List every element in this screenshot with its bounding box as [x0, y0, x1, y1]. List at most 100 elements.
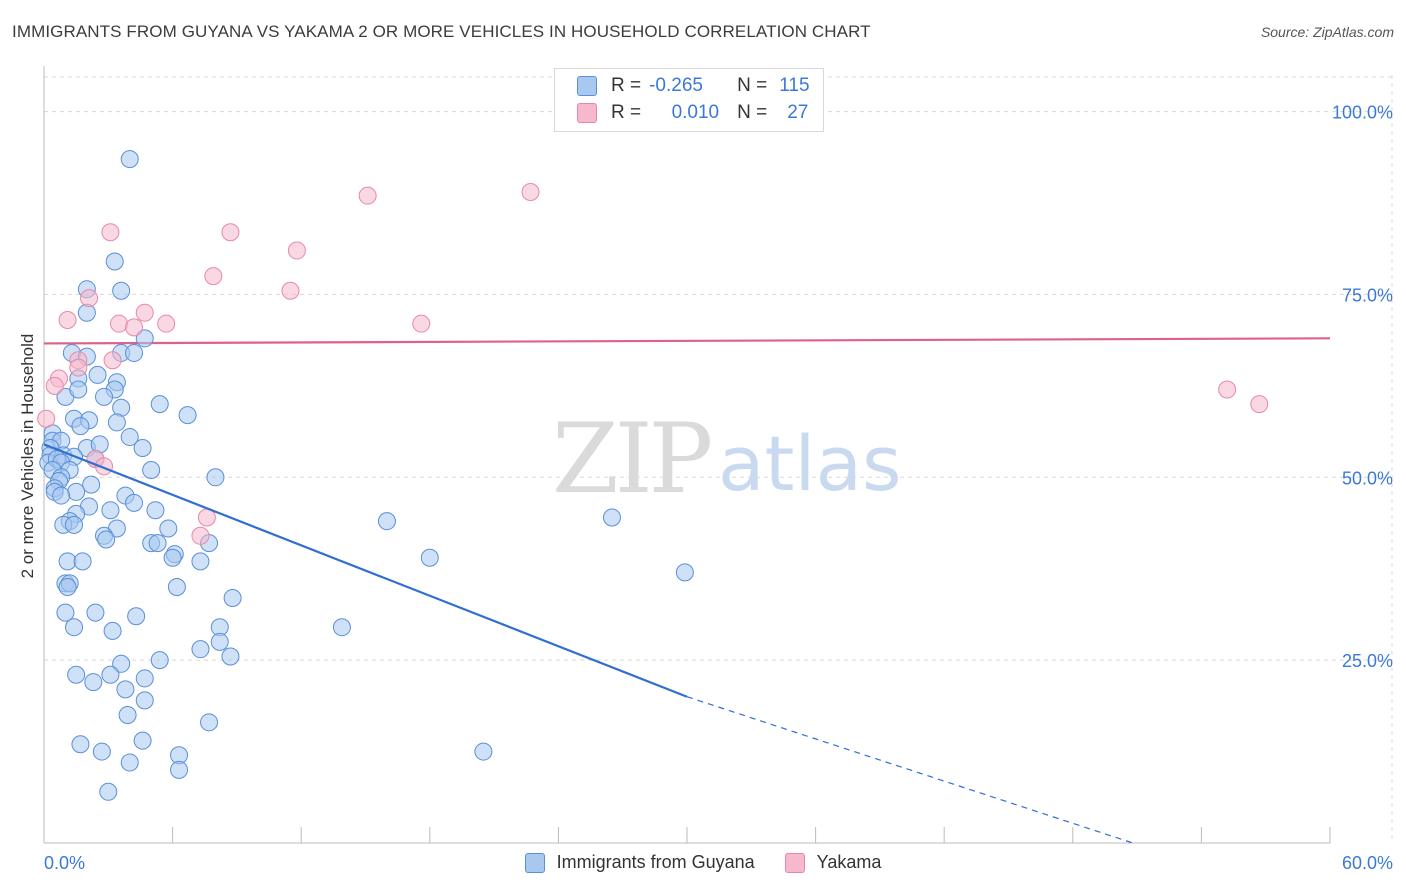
yakama-point: [281, 281, 300, 300]
guyana-point: [135, 691, 154, 710]
legend-item-guyana: Immigrants from Guyana: [524, 852, 755, 873]
guyana-point: [191, 552, 210, 571]
guyana-point: [71, 417, 90, 436]
yakama-trend-solid: [43, 337, 1331, 345]
guyana-point: [112, 654, 131, 673]
guyana-point: [150, 651, 169, 670]
guyana-point: [101, 501, 120, 520]
guyana-point: [142, 460, 161, 479]
yakama-point: [221, 223, 240, 242]
r-value: 0.010: [671, 102, 720, 123]
guyana-legend-label: Immigrants from Guyana: [556, 852, 755, 872]
legend-row-yakama: R = 0.010 N = 27: [577, 101, 808, 125]
x-tick-label: 0.0%: [44, 853, 85, 873]
legend-row-guyana: R = -0.265 N = 115: [577, 74, 810, 98]
yakama-point: [125, 318, 144, 337]
guyana-point: [133, 731, 152, 750]
guyana-point: [69, 380, 88, 399]
stats-legend: R = -0.265 N = 115 R = 0.010 N = 27: [554, 68, 824, 132]
guyana-point: [167, 578, 186, 596]
guyana-point: [71, 735, 90, 754]
guyana-point: [88, 365, 107, 384]
yakama-point: [37, 409, 56, 428]
y-tick-label: 100.0%: [1332, 103, 1393, 123]
guyana-point: [120, 150, 139, 169]
guyana-point: [159, 519, 178, 538]
source-credit: Source: ZipAtlas.com: [1260, 24, 1394, 40]
guyana-point: [133, 439, 152, 458]
guyana-point: [56, 603, 75, 622]
guyana-point: [170, 760, 189, 779]
guyana-point: [125, 343, 144, 362]
guyana-point: [84, 673, 103, 692]
yakama-point: [103, 351, 122, 370]
guyana-trend-dashed: [686, 696, 1134, 844]
yakama-legend-label: Yakama: [816, 852, 882, 872]
guyana-point: [82, 475, 101, 494]
guyana-point: [332, 618, 351, 637]
guyana-point: [58, 552, 77, 571]
guyana-point: [178, 406, 197, 425]
yakama-point: [69, 358, 88, 377]
yakama-point: [58, 311, 77, 330]
yakama-point: [80, 289, 99, 308]
guyana-point: [163, 548, 182, 567]
guyana-point: [99, 782, 118, 801]
yakama-point: [204, 267, 223, 286]
guyana-point: [97, 530, 116, 549]
guyana-point: [420, 548, 439, 567]
tick-labels: 25.0% 50.0% 75.0% 100.0% 0.0% 60.0%: [44, 103, 1393, 873]
guyana-swatch: [577, 76, 597, 96]
grid-lines: [44, 75, 1393, 843]
guyana-point: [65, 515, 84, 534]
yakama-point: [1250, 395, 1269, 414]
guyana-point: [200, 713, 219, 732]
guyana-point: [206, 468, 225, 487]
n-label: N =: [737, 102, 768, 123]
watermark-zip: ZIP: [552, 403, 711, 515]
guyana-point: [120, 753, 139, 772]
guyana-point: [135, 329, 154, 348]
yakama-point: [191, 526, 210, 545]
guyana-point: [112, 281, 131, 300]
r-label: R =: [611, 102, 642, 123]
guyana-point: [103, 621, 122, 640]
yakama-swatch: [577, 103, 597, 123]
yakama-point: [412, 314, 431, 333]
y-tick-label: 50.0%: [1342, 468, 1393, 488]
guyana-point: [146, 501, 165, 520]
y-axis-label: 2 or more Vehicles in Household: [18, 334, 37, 579]
yakama-point: [45, 376, 64, 395]
guyana-point: [116, 680, 135, 699]
guyana-point: [221, 647, 240, 666]
n-value: 115: [779, 75, 810, 96]
series-legend: Immigrants from Guyana Yakama: [0, 852, 1406, 873]
yakama-point: [521, 183, 540, 202]
r-label: R =: [611, 75, 642, 96]
guyana-point: [127, 607, 146, 626]
yakama-point: [1218, 380, 1237, 399]
yakama-point: [157, 314, 176, 333]
guyana-point: [101, 665, 120, 684]
guyana-point: [52, 486, 71, 505]
guyana-point: [602, 508, 621, 527]
n-label: N =: [737, 75, 768, 96]
y-tick-label: 75.0%: [1342, 285, 1393, 305]
yakama-point: [101, 223, 120, 242]
yakama-point: [135, 303, 154, 322]
r-value: -0.265: [649, 75, 703, 96]
yakama-point: [110, 314, 129, 333]
guyana-point: [67, 482, 86, 501]
guyana-point: [191, 640, 210, 659]
guyana-point: [150, 395, 169, 414]
y-tick-label: 25.0%: [1342, 651, 1393, 671]
guyana-trend-line: [43, 443, 1134, 844]
guyana-point: [107, 413, 126, 432]
guyana-point: [65, 618, 84, 637]
guyana-legend-swatch: [524, 852, 545, 873]
guyana-point: [377, 512, 396, 531]
yakama-legend-swatch: [784, 852, 805, 873]
guyana-point: [95, 387, 114, 406]
guyana-point: [67, 665, 86, 684]
